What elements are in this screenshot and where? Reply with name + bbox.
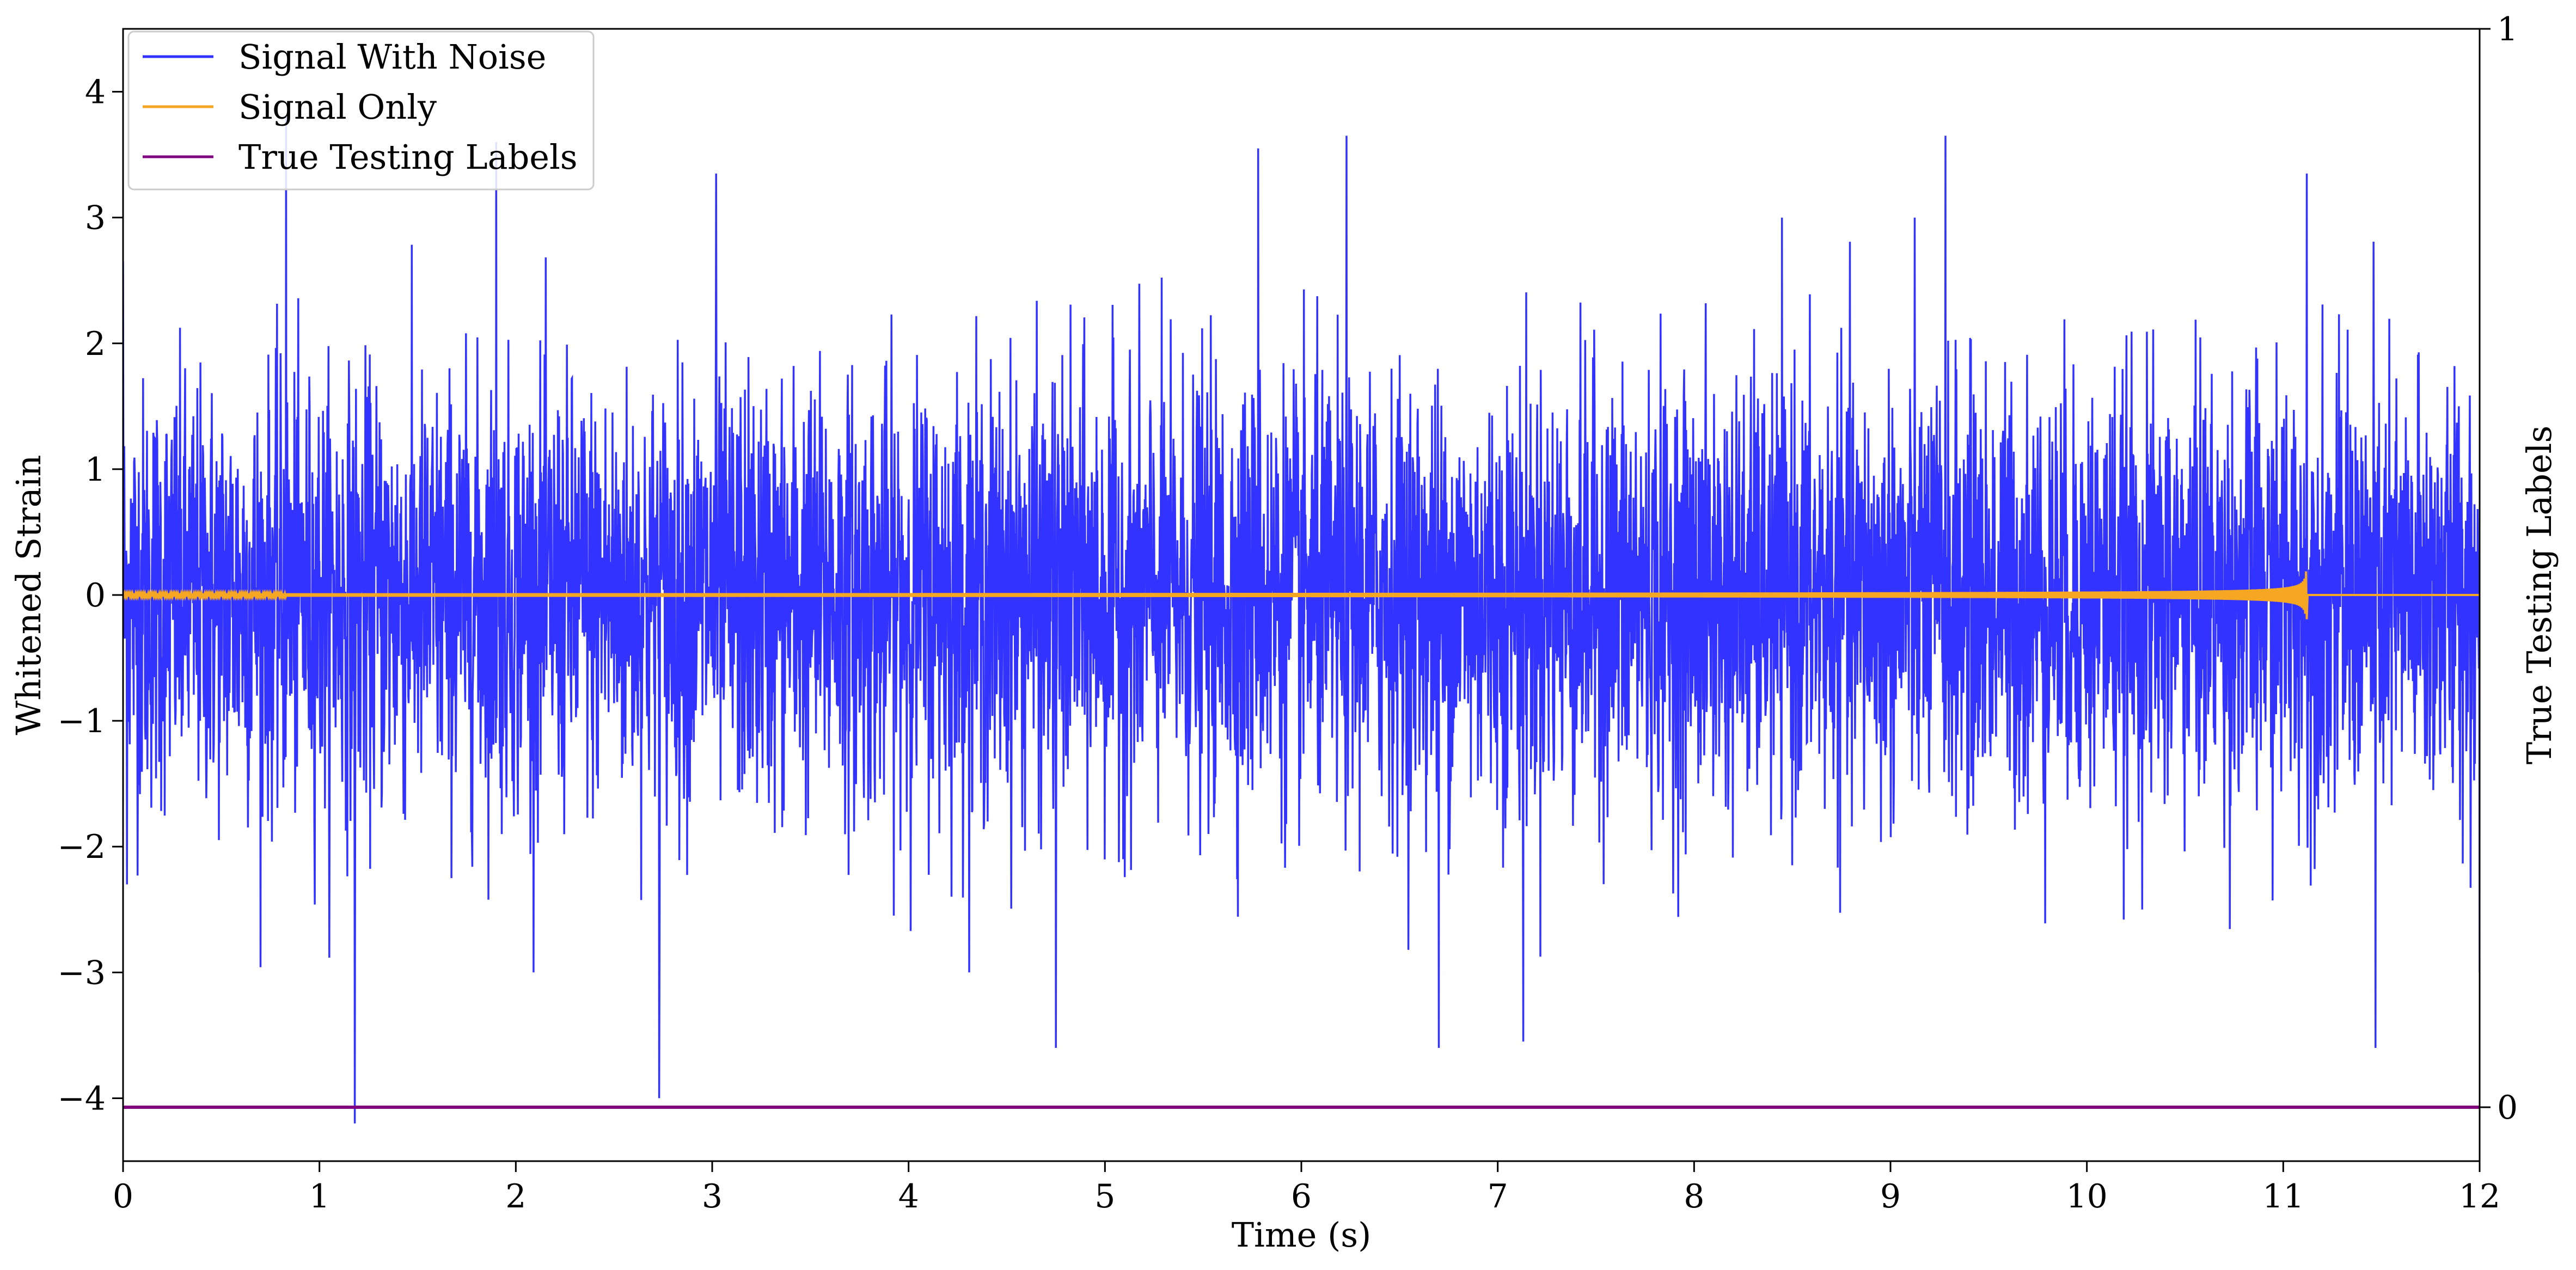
signal-with-noise-line	[123, 116, 2480, 1124]
y-tick-label: −4	[58, 1079, 106, 1118]
x-tick-label: 5	[1094, 1177, 1115, 1216]
legend: Signal With Noise Signal Only True Testi…	[127, 30, 595, 191]
series-signal-with-noise	[123, 116, 2480, 1124]
x-tick-label: 2	[505, 1177, 526, 1216]
x-tick-label: 1	[309, 1177, 330, 1216]
x-tick-label: 3	[702, 1177, 723, 1216]
y-tick-label: −2	[58, 828, 106, 866]
x-tick-label: 12	[2459, 1177, 2500, 1216]
y-tick-label: 2	[85, 325, 106, 363]
legend-label-signal-only: Signal Only	[238, 87, 437, 127]
legend-box	[127, 30, 595, 191]
x-tick-label: 4	[898, 1177, 919, 1216]
signal-only-line	[123, 571, 2480, 619]
x-tick-label: 11	[2262, 1177, 2304, 1216]
x-tick-label: 0	[113, 1177, 133, 1216]
series-signal-only	[123, 571, 2480, 619]
x-tick-label: 9	[1880, 1177, 1901, 1216]
y-tick-label: −1	[58, 702, 106, 740]
x-tick-label: 6	[1291, 1177, 1312, 1216]
y2-tick-label: 0	[2497, 1089, 2518, 1127]
y2-axis-title: True Testing Labels	[2519, 426, 2559, 765]
legend-label-true-testing-labels: True Testing Labels	[238, 137, 578, 177]
x-tick-label: 8	[1684, 1177, 1704, 1216]
x-axis-title: Time (s)	[1232, 1215, 1372, 1255]
x-tick-label: 10	[2066, 1177, 2107, 1216]
y-tick-label: 4	[85, 73, 106, 112]
y-axis-title: Whitened Strain	[9, 455, 48, 735]
y-tick-label: 1	[85, 451, 106, 489]
x-tick-label: 7	[1488, 1177, 1508, 1216]
y-tick-label: 3	[85, 199, 106, 237]
y-tick-label: −3	[58, 954, 106, 992]
y-tick-label: 0	[85, 576, 106, 615]
y2-tick-label: 1	[2497, 10, 2518, 48]
legend-label-signal-with-noise: Signal With Noise	[238, 37, 546, 77]
